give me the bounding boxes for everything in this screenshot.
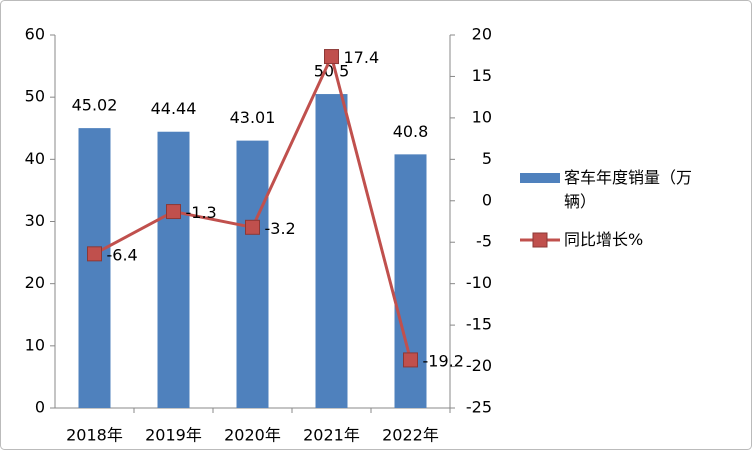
x-tick-label: 2019年 bbox=[145, 426, 202, 445]
marker bbox=[87, 246, 102, 262]
data-label: 43.01 bbox=[230, 108, 276, 127]
y2-tick-label: -25 bbox=[466, 398, 492, 417]
y2-tick-label: 15 bbox=[472, 66, 492, 85]
y-tick-label: 40 bbox=[25, 149, 45, 168]
y-tick-label: 0 bbox=[35, 398, 45, 417]
data-label: 40.8 bbox=[393, 122, 429, 141]
bar bbox=[157, 131, 190, 409]
y2-tick-label: 10 bbox=[472, 107, 492, 126]
marker bbox=[245, 219, 260, 235]
y-tick-label: 60 bbox=[25, 25, 45, 44]
data-label: 17.4 bbox=[344, 48, 380, 67]
y-tick-label: 50 bbox=[25, 87, 45, 106]
data-label: -6.4 bbox=[107, 245, 138, 264]
marker bbox=[403, 352, 418, 368]
y2-tick-label: -5 bbox=[476, 232, 492, 251]
y2-tick-label: 20 bbox=[472, 25, 492, 44]
legend-label: 同比增长% bbox=[564, 230, 644, 249]
y2-tick-label: -10 bbox=[466, 273, 492, 292]
marker bbox=[166, 204, 181, 220]
x-tick-label: 2018年 bbox=[66, 426, 123, 445]
y2-tick-label: 0 bbox=[482, 190, 492, 209]
y2-tick-label: -20 bbox=[466, 356, 492, 375]
y2-tick-label: -15 bbox=[466, 315, 492, 334]
y-tick-label: 20 bbox=[25, 273, 45, 292]
y-tick-label: 30 bbox=[25, 211, 45, 230]
data-label: -19.2 bbox=[423, 351, 464, 370]
y2-tick-label: 5 bbox=[482, 149, 492, 168]
x-tick-label: 2022年 bbox=[382, 426, 439, 445]
legend-label: 客车年度销量（万辆） bbox=[564, 168, 693, 211]
legend-swatch bbox=[520, 173, 560, 183]
x-tick-label: 2021年 bbox=[303, 426, 360, 445]
data-label: 45.02 bbox=[72, 96, 118, 115]
marker bbox=[324, 49, 339, 65]
bar bbox=[315, 94, 348, 408]
data-label: 44.44 bbox=[151, 99, 197, 118]
x-tick-label: 2020年 bbox=[224, 426, 281, 445]
bar bbox=[78, 128, 111, 408]
data-label: -3.2 bbox=[265, 219, 296, 238]
bar bbox=[236, 140, 269, 409]
legend-marker bbox=[532, 232, 548, 248]
data-label: -1.3 bbox=[186, 203, 217, 222]
y-tick-label: 10 bbox=[25, 335, 45, 354]
